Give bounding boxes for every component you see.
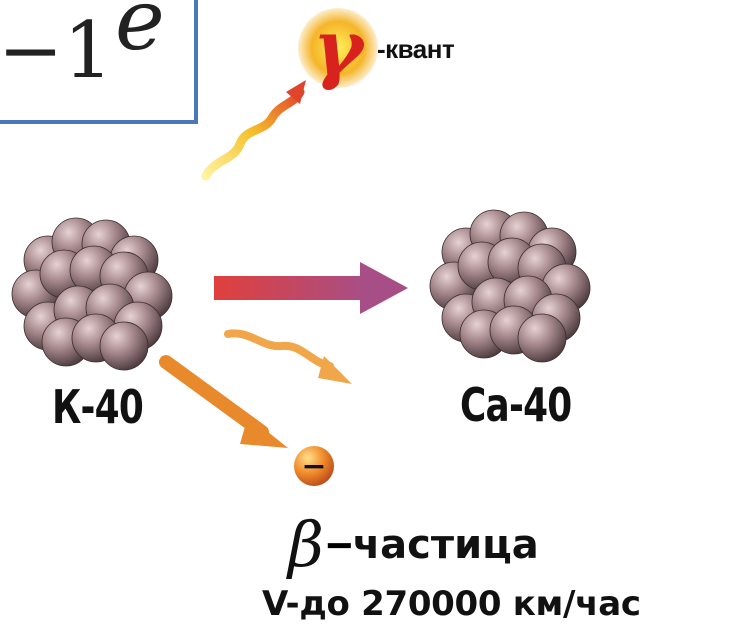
formula-symbol: e — [114, 0, 165, 69]
gamma-label: -квант — [377, 34, 455, 64]
electron-formula: −1e — [0, 0, 165, 90]
ca40-label: Ca-40 — [460, 378, 572, 432]
beta-text: частица — [352, 521, 539, 568]
formula-box: −1e — [0, 0, 198, 124]
speed-label: V-до 270000 км/час — [262, 584, 641, 624]
k40-nucleus — [11, 217, 173, 371]
beta-symbol: β — [288, 508, 324, 581]
k40-label: К-40 — [52, 380, 144, 434]
beta-dash: − — [325, 518, 353, 571]
neutrino-wave-arrow — [224, 329, 352, 384]
electron-charge: − — [301, 449, 326, 484]
decay-arrow — [214, 262, 408, 314]
ca40-nucleus — [429, 209, 591, 363]
nucleon — [99, 321, 149, 371]
gamma-symbol: γ — [313, 3, 367, 92]
beta-particle-label: β−частица — [288, 508, 539, 581]
electron-icon: − — [294, 446, 334, 486]
gamma-wave-arrow — [201, 80, 306, 181]
gamma-glow — [298, 8, 378, 88]
beta-arrow — [159, 355, 288, 448]
formula-prefix: −1 — [0, 6, 113, 96]
nucleon — [517, 313, 567, 363]
